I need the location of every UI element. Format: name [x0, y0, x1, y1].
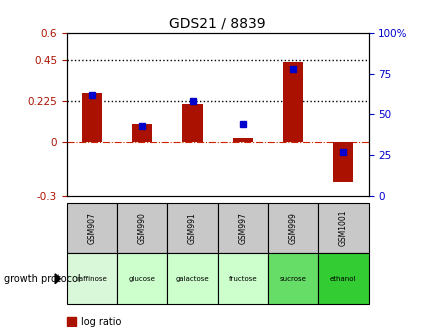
Title: GDS21 / 8839: GDS21 / 8839: [169, 16, 265, 30]
Text: galactose: galactose: [175, 276, 209, 282]
Bar: [232, 138, 252, 142]
Text: sucrose: sucrose: [279, 276, 306, 282]
Bar: [182, 104, 202, 142]
Text: GSM907: GSM907: [87, 212, 96, 244]
Text: glucose: glucose: [129, 276, 155, 282]
Text: GSM991: GSM991: [187, 212, 197, 244]
Text: GSM990: GSM990: [138, 212, 146, 244]
Text: fructose: fructose: [228, 276, 257, 282]
Text: raffinose: raffinose: [77, 276, 107, 282]
Text: ethanol: ethanol: [329, 276, 356, 282]
Bar: [132, 124, 152, 142]
Text: GSM997: GSM997: [238, 212, 247, 244]
Text: log ratio: log ratio: [80, 317, 121, 327]
Bar: [332, 142, 353, 182]
Text: growth protocol: growth protocol: [4, 274, 81, 284]
Bar: [283, 62, 302, 142]
Text: GSM999: GSM999: [288, 212, 297, 244]
Bar: [82, 93, 102, 142]
Text: GSM1001: GSM1001: [338, 210, 347, 246]
